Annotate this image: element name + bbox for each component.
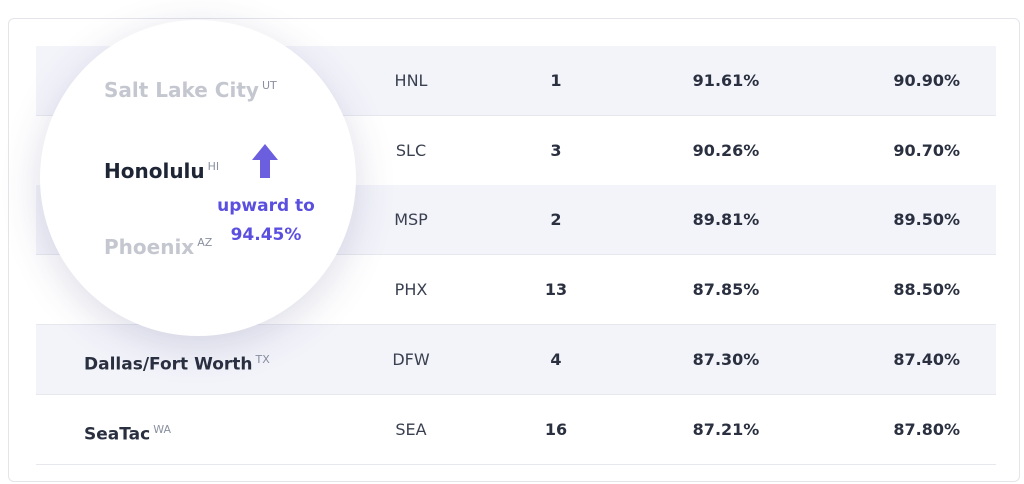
percentage: 90.70% [893, 140, 960, 160]
airport-code: SLC [395, 140, 427, 160]
table-row: PHX 13 87.85% 88.50% [36, 255, 996, 326]
city-name: Salt Lake City [104, 78, 259, 102]
table-row: SLC 3 90.26% 90.70% [36, 116, 996, 186]
value: 94.45% [230, 225, 302, 245]
state-code: UT [261, 79, 277, 93]
percentage: 90.90% [893, 71, 960, 90]
state-code: WA [153, 422, 172, 436]
percentage: 88.50% [893, 280, 960, 300]
airport-code: DFW [392, 349, 430, 369]
city-cell: Dallas/Fort Worth TX [84, 325, 270, 394]
magnified-city: Salt Lake City UT [104, 78, 277, 102]
rank: 16 [544, 419, 568, 439]
percentage: 87.80% [893, 419, 960, 439]
percentage: 89.81% [692, 210, 760, 230]
table-row: SeaTac WA SEA 16 87.21% 87.80% [36, 395, 996, 465]
rank: 3 [550, 140, 562, 160]
table-row: Dallas/Fort Worth TX DFW 4 87.30% 87.40% [36, 324, 996, 395]
city-name: Dallas/Fort Worth [84, 354, 253, 375]
airport-code: HNL [394, 71, 428, 90]
airport-code: MSP [394, 210, 428, 230]
card [8, 18, 1020, 482]
percentage: 90.26% [692, 140, 760, 160]
magnified-city: Honolulu HI [104, 159, 219, 183]
percentage: 87.21% [692, 419, 760, 439]
rank: 1 [550, 71, 562, 90]
percentage: 87.30% [692, 349, 760, 369]
rank: 4 [550, 349, 562, 369]
rank: 13 [544, 280, 568, 300]
note: upward to [217, 196, 315, 216]
magnified-city: Phoenix AZ [104, 235, 212, 259]
airport-code: SEA [395, 419, 427, 439]
city-name: SeaTac [84, 424, 151, 445]
city-name: Phoenix [104, 235, 195, 259]
magnifier: upward to 94.45% Salt Lake City UT Honolul… [40, 20, 356, 336]
state-code: AZ [197, 236, 213, 250]
state-code: HI [207, 160, 220, 174]
airport-code: PHX [394, 280, 428, 300]
percentage: 89.50% [893, 210, 960, 230]
arrow-icon [252, 144, 278, 178]
city-cell: SeaTac WA [84, 395, 171, 464]
percentage: 87.85% [692, 280, 760, 300]
city-name: Honolulu [104, 159, 205, 183]
percentage: 91.61% [692, 71, 760, 90]
state-code: TX [255, 352, 270, 366]
rank: 2 [550, 210, 562, 230]
percentage: 87.40% [893, 349, 960, 369]
